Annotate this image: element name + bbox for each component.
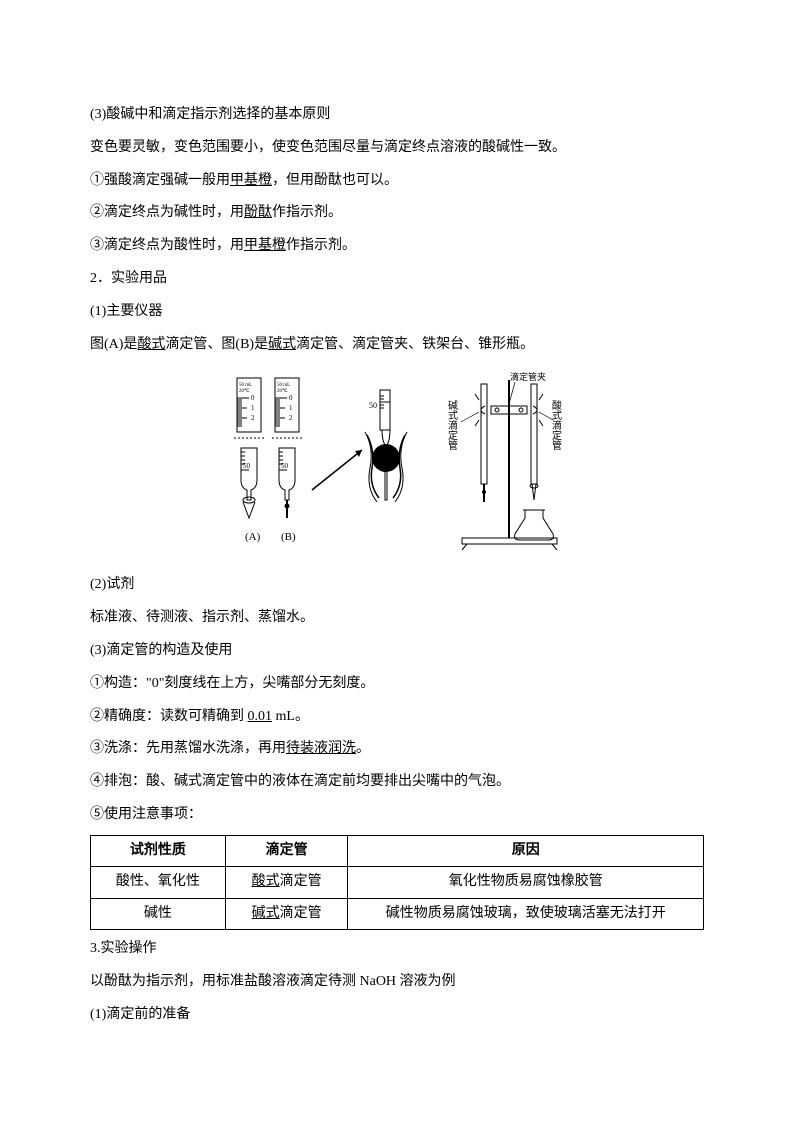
para-3-desc: 变色要灵敏，变色范围要小，使变色范围尽量与滴定终点溶液的酸碱性一致。 [90,133,704,164]
para-3-title: (3)酸碱中和滴定指示剂选择的基本原则 [90,100,704,131]
svg-text:50 mL: 50 mL [239,383,252,388]
pinch-detail-icon: 50 [365,390,407,502]
subsection-3-title: (3)滴定管的构造及使用 [90,636,704,667]
underline-rinse: 待装液润洗 [286,741,356,756]
apparatus-figure: 50 mL 20℃ 0 1 2 50 mL 20℃ [90,370,704,560]
text: 。 [356,741,370,756]
th-reason: 原因 [348,835,704,866]
text: 图(A)是 [90,337,137,352]
subsection-1-title: (1)主要仪器 [90,297,704,328]
table-row: 酸性、氧化性 酸式滴定管 氧化性物质易腐蚀橡胶管 [91,867,704,898]
svg-text:2: 2 [251,414,255,422]
prep-title: (1)滴定前的准备 [90,1000,704,1031]
section-2-title: 2．实验用品 [90,264,704,295]
cell-property: 碱性 [91,898,226,929]
svg-text:50: 50 [281,462,289,470]
svg-text:20℃: 20℃ [239,388,250,394]
text: ③洗涤：先用蒸馏水洗涤，再用 [90,741,286,756]
para-3-item2: ②滴定终点为碱性时，用酚酞作指示剂。 [90,198,704,229]
svg-text:0: 0 [251,394,255,402]
svg-text:碱式滴定管: 碱式滴定管 [446,400,458,451]
svg-text:滴定管夹: 滴定管夹 [510,371,546,382]
section-3-title: 3.实验操作 [90,934,704,965]
apparatus-svg: 50 mL 20℃ 0 1 2 50 mL 20℃ [217,370,577,560]
reagents-desc: 标准液、待测液、指示剂、蒸馏水。 [90,603,704,634]
svg-text:1: 1 [251,404,255,412]
text: ②滴定终点为碱性时，用 [90,205,244,220]
example-desc: 以酚酞为指示剂，用标准盐酸溶液滴定待测 NaOH 溶液为例 [90,967,704,998]
underline-precision: 0.01 [248,709,273,724]
cell-property: 酸性、氧化性 [91,867,226,898]
svg-text:50: 50 [243,462,251,470]
text: 作指示剂。 [286,238,356,253]
underline-methyl-orange: 甲基橙 [230,173,272,188]
text: 滴定管、滴定管夹、铁架台、锥形瓶。 [296,337,534,352]
apparatus-desc: 图(A)是酸式滴定管、图(B)是碱式滴定管、滴定管夹、铁架台、锥形瓶。 [90,330,704,361]
th-property: 试剂性质 [91,835,226,866]
cell-burette: 碱式滴定管 [225,898,348,929]
underline-methyl-orange-2: 甲基橙 [244,238,286,253]
underline-base: 碱式 [268,337,296,352]
svg-text:50 mL: 50 mL [277,383,290,388]
text: mL。 [272,709,309,724]
reagent-table: 试剂性质 滴定管 原因 酸性、氧化性 酸式滴定管 氧化性物质易腐蚀橡胶管 碱性 … [90,835,704,930]
th-burette: 滴定管 [225,835,348,866]
arrow-line-icon [312,450,362,490]
text: 作指示剂。 [272,205,342,220]
label-b: (B) [281,531,296,543]
structure-desc: ①构造："0"刻度线在上方，尖嘴部分无刻度。 [90,669,704,700]
burette-b-bottom-icon: 50 [279,448,295,518]
subsection-2-title: (2)试剂 [90,570,704,601]
underline-phenolphthalein: 酚酞 [244,205,272,220]
svg-text:20℃: 20℃ [277,388,288,394]
label-a: (A) [245,531,261,543]
text: ①强酸滴定强碱一般用 [90,173,230,188]
svg-text:1: 1 [289,404,293,412]
underline-acid: 酸式 [137,337,165,352]
precision-desc: ②精确度：读数可精确到 0.01 mL。 [90,702,704,733]
burette-a-bottom-icon: 50 [241,448,257,518]
cell-reason: 氧化性物质易腐蚀橡胶管 [348,867,704,898]
text: ②精确度：读数可精确到 [90,709,248,724]
para-3-item3: ③滴定终点为酸性时，用甲基橙作指示剂。 [90,231,704,262]
cell-reason: 碱性物质易腐蚀玻璃，致使玻璃活塞无法打开 [348,898,704,929]
washing-desc: ③洗涤：先用蒸馏水洗涤，再用待装液润洗。 [90,734,704,765]
burette-b-top-icon: 50 mL 20℃ 0 1 2 [275,378,299,432]
notes-title: ⑤使用注意事项： [90,800,704,831]
svg-text:0: 0 [289,394,293,402]
cell-burette: 酸式滴定管 [225,867,348,898]
stand-icon: 滴定管夹 碱式滴定管 酸式滴定管 [446,371,562,550]
burette-a-top-icon: 50 mL 20℃ 0 1 2 [237,378,261,432]
text: 滴定管、图(B)是 [165,337,268,352]
table-header-row: 试剂性质 滴定管 原因 [91,835,704,866]
svg-text:50: 50 [369,401,377,410]
svg-text:酸式滴定管: 酸式滴定管 [550,399,562,451]
arrow-head-icon [355,450,362,457]
text: ，但用酚酞也可以。 [272,173,398,188]
text: ③滴定终点为酸性时，用 [90,238,244,253]
svg-text:2: 2 [289,414,293,422]
bubble-desc: ④排泡：酸、碱式滴定管中的液体在滴定前均要排出尖嘴中的气泡。 [90,767,704,798]
table-row: 碱性 碱式滴定管 碱性物质易腐蚀玻璃，致使玻璃活塞无法打开 [91,898,704,929]
para-3-item1: ①强酸滴定强碱一般用甲基橙，但用酚酞也可以。 [90,166,704,197]
